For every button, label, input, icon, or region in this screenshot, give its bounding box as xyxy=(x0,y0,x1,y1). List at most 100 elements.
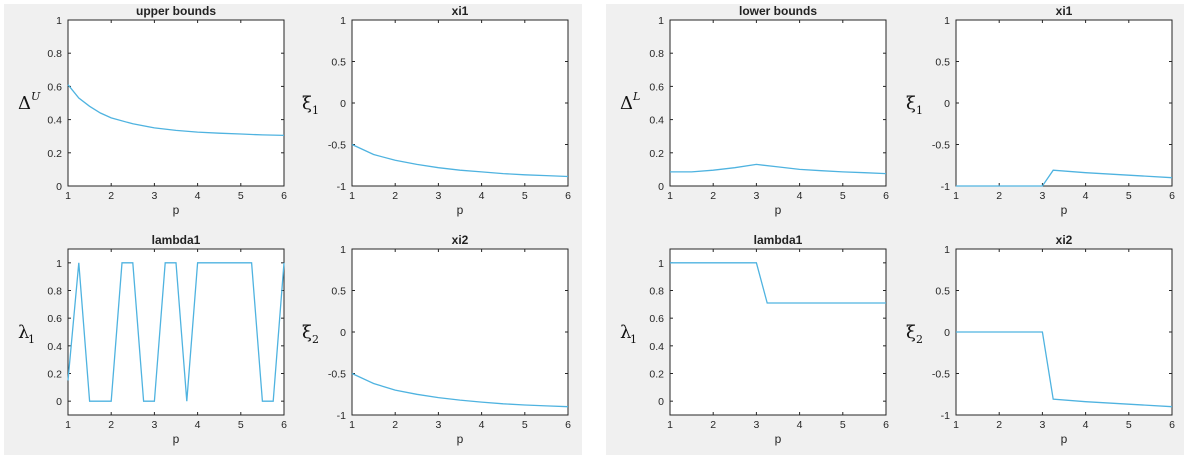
chart-title: lambda1 xyxy=(152,233,201,247)
y-tick-label: 0.5 xyxy=(935,286,950,298)
x-tick-label: 5 xyxy=(840,419,846,431)
y-tick-label: 0.5 xyxy=(331,57,346,69)
x-tick-label: 3 xyxy=(753,419,759,431)
x-tick-label: 6 xyxy=(565,419,571,431)
y-tick-label: 1 xyxy=(658,15,664,27)
x-tick-label: 3 xyxy=(151,190,157,202)
y-tick-label: -0.5 xyxy=(932,140,950,152)
y-tick-label: 1 xyxy=(340,15,346,27)
x-tick-label: 4 xyxy=(797,190,803,202)
x-tick-label: 4 xyxy=(195,190,201,202)
y-tick-label: 1 xyxy=(658,258,664,270)
x-tick-label: 4 xyxy=(195,419,201,431)
y-tick-label: 0.4 xyxy=(649,115,664,127)
x-tick-label: 5 xyxy=(522,419,528,431)
chart-lb: lower bounds 1 2 3 4 5 6 0 0.2 0.4 0.6 0.8 1 p Δ L xyxy=(620,4,889,217)
x-tick-label: 2 xyxy=(710,419,716,431)
y-tick-label: 0.4 xyxy=(47,115,62,127)
x-tick-label: 5 xyxy=(840,190,846,202)
y-tick-label: 1 xyxy=(944,244,950,256)
x-tick-label: 2 xyxy=(996,190,1002,202)
y-tick-label: 0.2 xyxy=(47,369,62,381)
y-tick-label: 1 xyxy=(56,15,62,27)
y-tick-label: 0 xyxy=(340,327,346,339)
x-tick-label: 1 xyxy=(349,419,355,431)
y-tick-label: -0.5 xyxy=(328,369,346,381)
y-tick-label: 0 xyxy=(56,181,62,193)
x-tick-label: 4 xyxy=(797,419,803,431)
x-tick-label: 3 xyxy=(435,190,441,202)
y-tick-label: 0.2 xyxy=(47,148,62,160)
axes-box xyxy=(955,19,1173,187)
x-tick-label: 6 xyxy=(281,419,287,431)
y-tick-label: 1 xyxy=(340,244,346,256)
x-axis-label: p xyxy=(173,203,180,217)
y-tick-label: 0 xyxy=(658,181,664,193)
chart-ub: upper bounds 1 2 3 4 5 6 0 0.2 0.4 0.6 0.8 1 p Δ U xyxy=(18,4,287,217)
y-tick-label: 0 xyxy=(944,98,950,110)
x-tick-label: 1 xyxy=(953,190,959,202)
x-tick-label: 3 xyxy=(435,419,441,431)
x-tick-label: 6 xyxy=(1169,419,1175,431)
y-axis-label-subscript: 1 xyxy=(630,333,637,346)
axes-box xyxy=(351,248,569,416)
x-axis-label: p xyxy=(173,432,180,446)
x-tick-label: 3 xyxy=(753,190,759,202)
axes-box xyxy=(67,248,285,416)
y-axis-label-subscript: 2 xyxy=(312,333,319,346)
y-axis-label-superscript: L xyxy=(632,90,640,103)
x-tick-label: 4 xyxy=(1083,190,1089,202)
chart-title: xi1 xyxy=(452,4,469,18)
x-tick-label: 5 xyxy=(1126,419,1132,431)
y-axis-label: Δ xyxy=(620,93,633,114)
x-tick-label: 5 xyxy=(1126,190,1132,202)
x-axis-label: p xyxy=(457,203,464,217)
x-tick-label: 5 xyxy=(238,419,244,431)
y-axis-label: ξ xyxy=(302,322,312,343)
x-tick-label: 1 xyxy=(65,419,71,431)
y-tick-label: -0.5 xyxy=(932,369,950,381)
y-axis-label: Δ xyxy=(18,93,31,114)
x-axis-label: p xyxy=(1061,432,1068,446)
x-tick-label: 2 xyxy=(108,419,114,431)
axes-box xyxy=(669,248,887,416)
y-tick-label: 0.6 xyxy=(47,81,62,93)
y-axis-label: λ xyxy=(18,322,29,343)
series-line-xi2b xyxy=(956,331,1173,408)
y-tick-label: -1 xyxy=(941,410,950,422)
y-tick-label: -0.5 xyxy=(328,140,346,152)
y-tick-label: 0.2 xyxy=(649,148,664,160)
x-tick-label: 4 xyxy=(479,190,485,202)
x-tick-label: 5 xyxy=(522,190,528,202)
chart-title: xi2 xyxy=(1056,233,1073,247)
y-tick-label: 0.8 xyxy=(649,286,664,298)
x-axis-label: p xyxy=(1061,203,1068,217)
series-line-lam1a xyxy=(67,262,285,402)
y-axis-label-subscript: 1 xyxy=(916,104,923,117)
x-tick-label: 4 xyxy=(479,419,485,431)
x-tick-label: 2 xyxy=(710,190,716,202)
x-tick-label: 6 xyxy=(883,190,889,202)
y-tick-label: 0.8 xyxy=(649,48,664,60)
y-tick-label: 0.6 xyxy=(649,313,664,325)
x-tick-label: 1 xyxy=(953,419,959,431)
x-tick-label: 3 xyxy=(1039,419,1045,431)
y-tick-label: -1 xyxy=(941,181,950,193)
x-axis-label: p xyxy=(775,432,782,446)
y-axis-label: ξ xyxy=(906,93,916,114)
x-tick-label: 1 xyxy=(349,190,355,202)
axes-box xyxy=(351,19,569,187)
x-tick-label: 2 xyxy=(996,419,1002,431)
series-line-xi1b xyxy=(956,169,1173,187)
y-tick-label: 0.6 xyxy=(649,81,664,93)
x-tick-label: 1 xyxy=(667,419,673,431)
y-tick-label: 0.4 xyxy=(47,341,62,353)
x-axis-label: p xyxy=(457,432,464,446)
y-tick-label: 0 xyxy=(944,327,950,339)
